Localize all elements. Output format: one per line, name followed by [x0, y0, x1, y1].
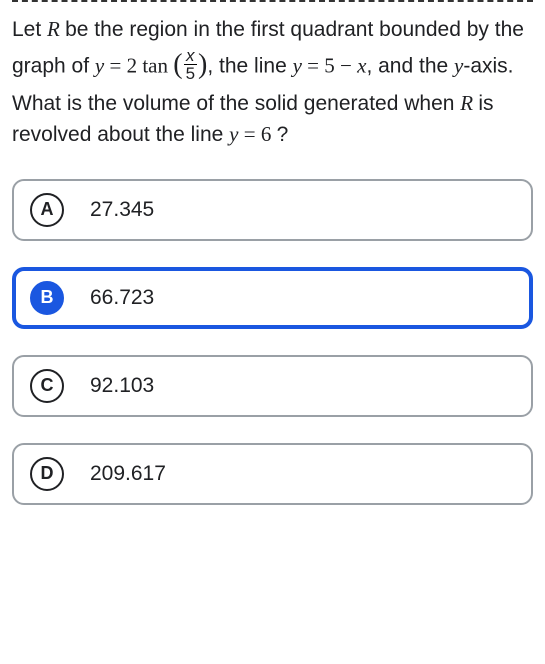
question-text: Let R be the region in the first quadran…: [12, 14, 533, 151]
option-a[interactable]: A 27.345: [12, 179, 533, 241]
option-text: 209.617: [90, 462, 166, 486]
option-text: 66.723: [90, 286, 154, 310]
options-list: A 27.345 B 66.723 C 92.103 D 209.617: [12, 179, 533, 505]
top-divider: [12, 0, 533, 2]
option-text: 92.103: [90, 374, 154, 398]
option-letter-badge: D: [30, 457, 64, 491]
option-text: 27.345: [90, 198, 154, 222]
option-d[interactable]: D 209.617: [12, 443, 533, 505]
option-letter-badge: A: [30, 193, 64, 227]
option-letter-badge: B: [30, 281, 64, 315]
option-b[interactable]: B 66.723: [12, 267, 533, 329]
option-c[interactable]: C 92.103: [12, 355, 533, 417]
option-letter-badge: C: [30, 369, 64, 403]
